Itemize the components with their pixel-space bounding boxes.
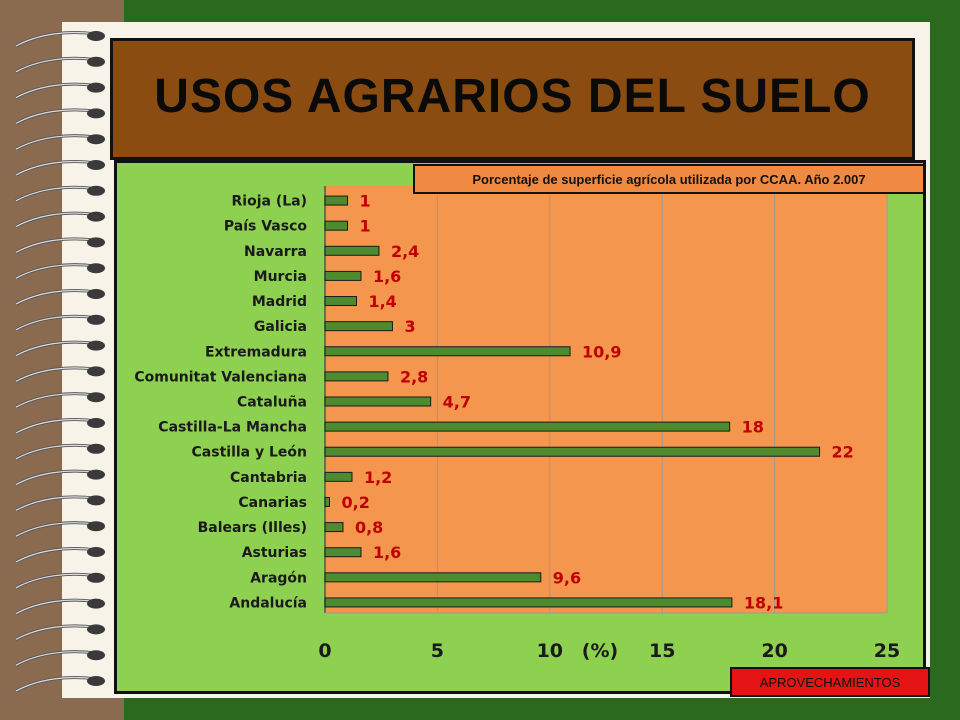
data-label: 1,4 <box>368 292 396 311</box>
data-label: 1 <box>359 192 370 211</box>
bar <box>324 421 731 432</box>
spiral-ring <box>15 572 105 590</box>
spiral-ring <box>15 495 105 512</box>
x-tick-label: 25 <box>874 640 900 662</box>
data-label: 1,6 <box>373 543 401 562</box>
category-label: Canarias <box>238 495 307 511</box>
bar <box>324 446 821 457</box>
data-label: 10,9 <box>582 342 621 361</box>
bar <box>324 245 380 256</box>
category-label: Rioja (La) <box>232 194 307 210</box>
category-label: Andalucía <box>229 595 307 611</box>
spiral-ring <box>15 340 105 357</box>
spiral-ring <box>15 263 105 280</box>
data-label: 18 <box>742 418 764 437</box>
spiral-ring <box>15 547 105 564</box>
bar <box>324 597 733 608</box>
bar <box>324 522 344 533</box>
spiral-ring <box>15 624 105 641</box>
spiral-ring <box>15 469 105 486</box>
spiral-ring <box>15 314 105 332</box>
bar <box>324 346 571 357</box>
spiral-ring <box>15 185 105 203</box>
data-label: 1,6 <box>373 267 401 286</box>
bar-chart: 0 5 10 15 20 25 (%) Rioja (La) 1 País Vasco 1 Navar… <box>134 186 900 662</box>
data-label: 3 <box>404 317 415 336</box>
data-label: 4,7 <box>443 393 471 412</box>
data-label: 22 <box>832 443 854 462</box>
bar <box>324 296 357 307</box>
spiral-rings <box>15 31 105 693</box>
category-label: Madrid <box>252 294 307 310</box>
x-tick-label: 5 <box>431 640 444 662</box>
data-label: 2,8 <box>400 367 428 386</box>
bar <box>324 496 330 507</box>
spiral-ring <box>15 211 105 228</box>
bar <box>324 396 432 407</box>
x-axis-label: (%) <box>582 640 618 662</box>
category-label: Cataluña <box>237 395 307 411</box>
spiral-ring <box>15 392 105 409</box>
spiral-ring <box>15 56 105 74</box>
spiral-ring <box>15 237 105 254</box>
category-label: Aragón <box>250 570 307 586</box>
data-label: 1 <box>359 217 370 236</box>
category-label: Cantabria <box>230 470 307 486</box>
category-label: Castilla y León <box>192 445 307 461</box>
data-label: 0,8 <box>355 518 383 537</box>
bar <box>324 220 348 231</box>
bar <box>324 371 389 382</box>
data-label: 0,2 <box>341 493 369 512</box>
section-badge: APROVECHAMIENTOS <box>730 667 930 697</box>
category-label: Galicia <box>254 319 307 335</box>
category-label: Comunitat Valenciana <box>134 369 307 385</box>
bar <box>324 321 393 332</box>
chart-title: Porcentaje de superficie agrícola utiliz… <box>413 164 925 194</box>
x-tick-label: 10 <box>537 640 563 662</box>
spiral-ring <box>15 650 105 667</box>
x-tick-label: 0 <box>318 640 331 662</box>
bar <box>324 270 362 281</box>
data-label: 2,4 <box>391 242 419 261</box>
spiral-ring <box>15 289 105 306</box>
spiral-ring <box>15 108 105 125</box>
category-label: Asturias <box>242 545 307 561</box>
x-tick-label: 20 <box>761 640 787 662</box>
spiral-ring <box>15 418 105 435</box>
category-label: Navarra <box>244 244 307 260</box>
bar <box>324 195 348 206</box>
category-label: Extremadura <box>205 344 307 360</box>
data-label: 1,2 <box>364 468 392 487</box>
bar <box>324 547 362 558</box>
spiral-ring <box>15 160 105 177</box>
spiral-ring <box>15 134 105 151</box>
spiral-ring <box>15 82 105 99</box>
page-title: USOS AGRARIOS DEL SUELO <box>154 70 871 123</box>
spiral-ring <box>15 676 105 693</box>
spiral-ring <box>15 366 105 383</box>
data-label: 9,6 <box>553 568 581 587</box>
data-label: 18,1 <box>744 593 783 612</box>
spiral-ring <box>15 31 105 48</box>
spiral-ring <box>15 598 105 615</box>
category-label: Murcia <box>254 269 307 285</box>
category-label: Castilla-La Mancha <box>158 420 307 436</box>
x-tick-label: 15 <box>649 640 675 662</box>
chart-panel: 0 5 10 15 20 25 (%) Rioja (La) 1 País Vasco 1 Navar… <box>114 160 926 694</box>
spiral-ring <box>15 443 105 461</box>
category-label: Balears (Illes) <box>198 520 307 536</box>
spiral-ring <box>15 521 105 538</box>
title-banner: USOS AGRARIOS DEL SUELO <box>110 38 915 160</box>
category-label: País Vasco <box>224 219 307 235</box>
bar <box>324 572 542 583</box>
bar <box>324 471 353 482</box>
